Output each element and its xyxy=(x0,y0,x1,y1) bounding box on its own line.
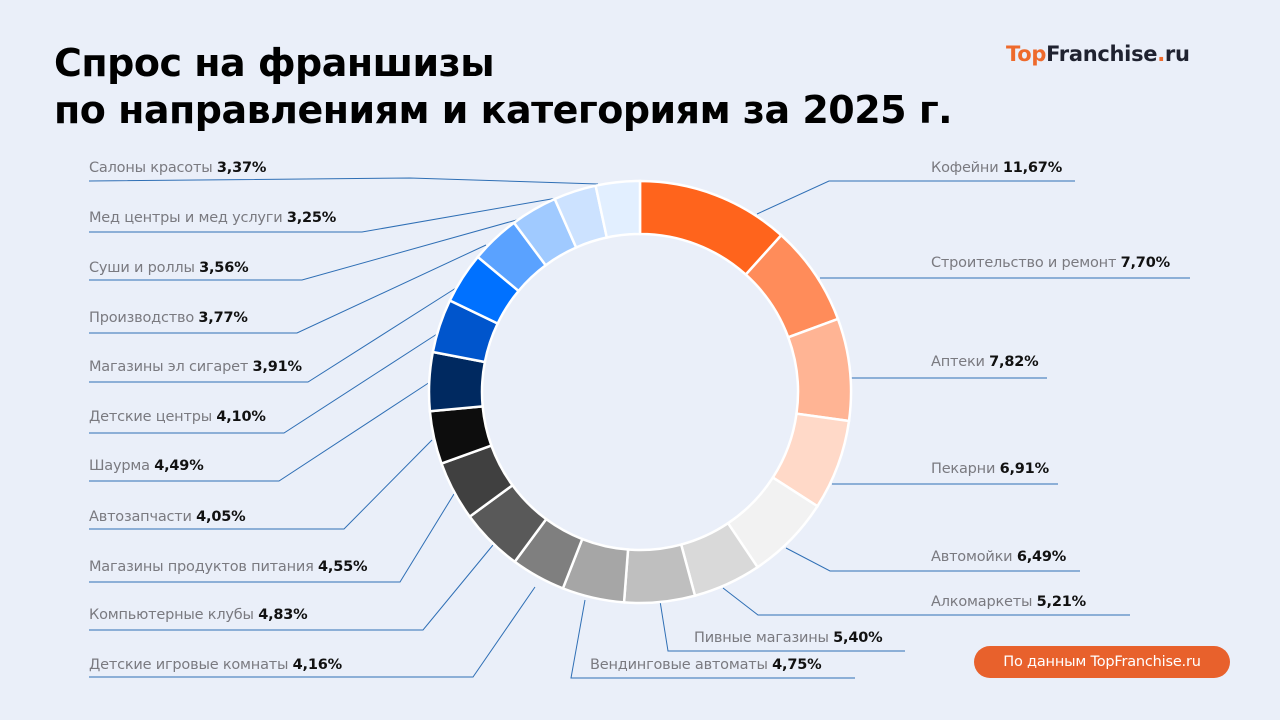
category-value: 3,25% xyxy=(286,210,337,226)
category-value: 3,77% xyxy=(198,310,248,326)
leader-line xyxy=(89,218,521,281)
category-name: Алкомаркеты xyxy=(931,594,1037,610)
leader-line xyxy=(89,493,455,583)
leader-line xyxy=(88,177,599,185)
category-label: Салоны красоты 3,37% xyxy=(89,160,266,176)
category-label: Аптеки 7,82% xyxy=(931,354,1039,370)
category-name: Пивные магазины xyxy=(694,630,834,646)
category-value: 7,82% xyxy=(989,354,1039,370)
category-value: 4,75% xyxy=(772,657,822,673)
leader-line xyxy=(722,587,1130,616)
category-label: Пекарни 6,91% xyxy=(931,461,1049,477)
topfranchise-logo[interactable]: TopFranchise.ru xyxy=(1006,42,1190,66)
category-name: Магазины эл сигарет xyxy=(89,359,253,375)
leader-line xyxy=(89,333,438,434)
category-value: 6,91% xyxy=(999,461,1050,477)
page-title: Спрос на франшизы по направлениям и кате… xyxy=(54,40,953,134)
category-label: Вендинговые автоматы 4,75% xyxy=(590,657,822,673)
leader-line xyxy=(756,180,1075,215)
category-name: Пекарни xyxy=(931,461,1000,477)
category-label: Детские центры 4,10% xyxy=(89,409,266,425)
category-value: 4,16% xyxy=(292,657,343,673)
leader-line xyxy=(89,381,431,482)
leader-line xyxy=(89,586,536,678)
category-label: Алкомаркеты 5,21% xyxy=(931,594,1086,610)
category-name: Кофейни xyxy=(931,160,1003,176)
category-label: Кофейни 11,67% xyxy=(931,160,1062,176)
category-label: Производство 3,77% xyxy=(89,310,248,326)
category-label: Суши и роллы 3,56% xyxy=(89,260,249,276)
category-name: Детские центры xyxy=(89,409,217,425)
logo-part-dot: . xyxy=(1157,42,1165,66)
category-label: Строительство и ремонт 7,70% xyxy=(931,255,1170,271)
category-name: Автозапчасти xyxy=(89,509,197,525)
category-value: 11,67% xyxy=(1002,160,1063,176)
logo-part-top: Top xyxy=(1006,42,1047,66)
category-name: Компьютерные клубы xyxy=(89,607,259,623)
category-label: Компьютерные клубы 4,83% xyxy=(89,607,308,623)
leader-line xyxy=(659,600,905,652)
category-value: 3,91% xyxy=(252,359,303,375)
category-label: Шаурма 4,49% xyxy=(89,458,204,474)
category-value: 5,21% xyxy=(1036,594,1087,610)
donut-segments xyxy=(427,179,853,605)
leader-line xyxy=(89,439,433,530)
leader-line xyxy=(89,244,487,334)
category-name: Суши и роллы xyxy=(89,260,200,276)
category-label: Детские игровые комнаты 4,16% xyxy=(89,657,342,673)
leader-line xyxy=(570,599,855,679)
category-value: 7,70% xyxy=(1120,255,1171,271)
category-value: 6,49% xyxy=(1016,549,1067,565)
category-name: Аптеки xyxy=(931,354,990,370)
category-name: Магазины продуктов питания xyxy=(89,559,319,575)
category-value: 4,10% xyxy=(216,409,266,425)
category-label: Автозапчасти 4,05% xyxy=(89,509,246,525)
source-badge[interactable]: По данным TopFranchise.ru xyxy=(974,646,1230,678)
donut-segment-6 xyxy=(622,543,697,605)
category-label: Автомойки 6,49% xyxy=(931,549,1066,565)
category-name: Вендинговые автоматы xyxy=(590,657,773,673)
category-value: 4,83% xyxy=(258,607,308,623)
leader-line xyxy=(89,287,457,383)
leader-line xyxy=(785,547,1080,572)
category-name: Мед центры и мед услуги xyxy=(89,210,287,226)
category-label: Пивные магазины 5,40% xyxy=(694,630,883,646)
leader-line xyxy=(89,544,494,631)
category-value: 4,05% xyxy=(196,509,246,525)
category-value: 3,37% xyxy=(216,160,267,176)
category-label: Мед центры и мед услуги 3,25% xyxy=(89,210,336,226)
logo-part-franchise: Franchise xyxy=(1046,42,1158,66)
category-name: Производство xyxy=(89,310,199,326)
category-label: Магазины эл сигарет 3,91% xyxy=(89,359,302,375)
category-name: Шаурма xyxy=(89,458,155,474)
donut-segment-2 xyxy=(786,317,853,423)
category-name: Салоны красоты xyxy=(89,160,217,176)
title-line-1: Спрос на франшизы xyxy=(54,41,495,85)
category-label: Магазины продуктов питания 4,55% xyxy=(89,559,368,575)
category-value: 5,40% xyxy=(833,630,883,646)
leader-lines xyxy=(88,177,1190,679)
leader-line xyxy=(89,197,558,233)
category-name: Автомойки xyxy=(931,549,1017,565)
category-value: 3,56% xyxy=(199,260,249,276)
logo-part-ru: ru xyxy=(1164,42,1190,66)
category-value: 4,49% xyxy=(154,458,204,474)
category-name: Детские игровые комнаты xyxy=(89,657,293,673)
donut-segment-18 xyxy=(594,179,642,240)
category-value: 4,55% xyxy=(318,559,368,575)
title-line-2: по направлениям и категориям за 2025 г. xyxy=(54,88,953,132)
category-name: Строительство и ремонт xyxy=(931,255,1121,271)
